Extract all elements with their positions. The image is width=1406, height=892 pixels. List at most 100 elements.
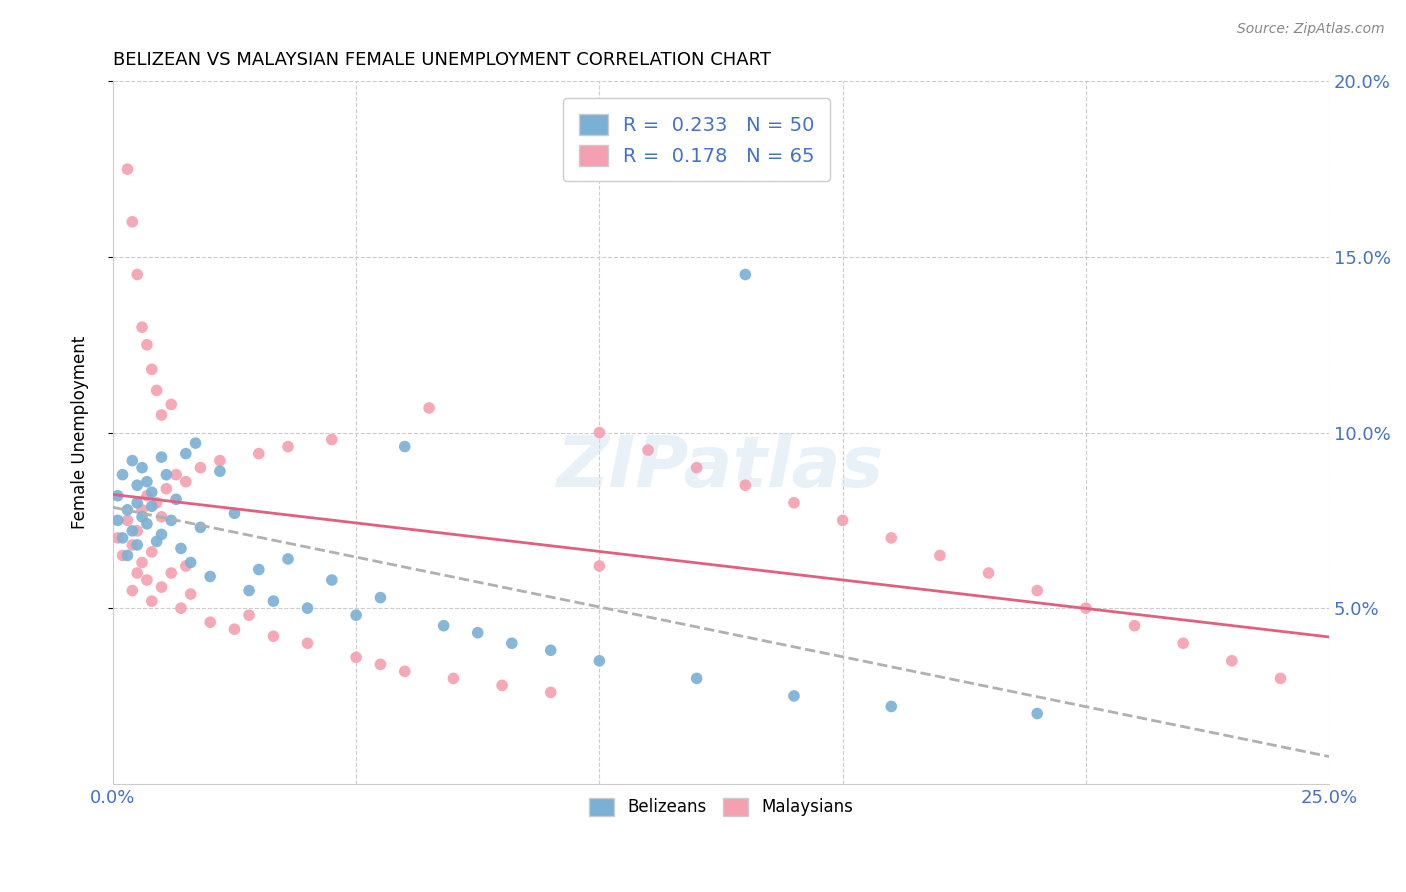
Point — [170, 541, 193, 556]
Point — [150, 580, 173, 594]
Point — [491, 678, 513, 692]
Point — [150, 509, 173, 524]
Point — [165, 492, 187, 507]
Text: ZIPatlas: ZIPatlas — [557, 434, 884, 502]
Point — [141, 362, 163, 376]
Point — [501, 636, 523, 650]
Point — [1220, 654, 1243, 668]
Point — [117, 503, 139, 517]
Point — [224, 506, 246, 520]
Point — [160, 513, 183, 527]
Point — [111, 467, 134, 482]
Point — [111, 549, 134, 563]
Point — [433, 618, 456, 632]
Point — [831, 513, 853, 527]
Point — [155, 482, 177, 496]
Point — [174, 475, 197, 489]
Point — [685, 672, 707, 686]
Point — [145, 496, 167, 510]
Point — [247, 562, 270, 576]
Point — [1074, 601, 1097, 615]
Point — [121, 524, 143, 538]
Point — [1026, 583, 1049, 598]
Point — [783, 689, 806, 703]
Point — [150, 408, 173, 422]
Point — [247, 447, 270, 461]
Point — [190, 460, 212, 475]
Point — [155, 467, 177, 482]
Point — [135, 337, 157, 351]
Point — [150, 527, 173, 541]
Point — [588, 425, 610, 440]
Point — [1270, 672, 1292, 686]
Point — [160, 566, 183, 580]
Point — [121, 538, 143, 552]
Point — [184, 436, 207, 450]
Point — [135, 573, 157, 587]
Point — [107, 489, 129, 503]
Point — [190, 520, 212, 534]
Text: Source: ZipAtlas.com: Source: ZipAtlas.com — [1237, 22, 1385, 37]
Point — [135, 489, 157, 503]
Point — [540, 685, 562, 699]
Point — [208, 453, 231, 467]
Point — [344, 608, 367, 623]
Point — [174, 447, 197, 461]
Point — [880, 531, 903, 545]
Point — [131, 509, 153, 524]
Point — [121, 583, 143, 598]
Point — [467, 625, 489, 640]
Point — [880, 699, 903, 714]
Point — [135, 475, 157, 489]
Point — [783, 496, 806, 510]
Point — [111, 531, 134, 545]
Point — [238, 608, 260, 623]
Point — [141, 545, 163, 559]
Point — [1123, 618, 1146, 632]
Point — [370, 591, 392, 605]
Point — [150, 450, 173, 464]
Point — [277, 552, 299, 566]
Point — [262, 629, 284, 643]
Point — [929, 549, 952, 563]
Point — [394, 665, 416, 679]
Point — [107, 531, 129, 545]
Point — [141, 485, 163, 500]
Point — [160, 397, 183, 411]
Point — [394, 440, 416, 454]
Point — [117, 162, 139, 177]
Point — [441, 672, 464, 686]
Point — [321, 433, 343, 447]
Point — [321, 573, 343, 587]
Point — [238, 583, 260, 598]
Point — [131, 320, 153, 334]
Point — [418, 401, 440, 415]
Point — [344, 650, 367, 665]
Point — [588, 559, 610, 574]
Point — [1173, 636, 1195, 650]
Point — [145, 534, 167, 549]
Point — [127, 268, 149, 282]
Point — [198, 615, 221, 630]
Point — [262, 594, 284, 608]
Point — [127, 538, 149, 552]
Point — [977, 566, 1000, 580]
Point — [734, 478, 756, 492]
Point — [180, 556, 202, 570]
Point — [370, 657, 392, 672]
Legend: Belizeans, Malaysians: Belizeans, Malaysians — [581, 789, 862, 824]
Point — [180, 587, 202, 601]
Point — [297, 636, 319, 650]
Point — [131, 503, 153, 517]
Point — [127, 524, 149, 538]
Point — [127, 478, 149, 492]
Point — [198, 569, 221, 583]
Point — [277, 440, 299, 454]
Point — [297, 601, 319, 615]
Point — [117, 513, 139, 527]
Point — [121, 215, 143, 229]
Point — [734, 268, 756, 282]
Point — [117, 549, 139, 563]
Point — [121, 453, 143, 467]
Point — [131, 556, 153, 570]
